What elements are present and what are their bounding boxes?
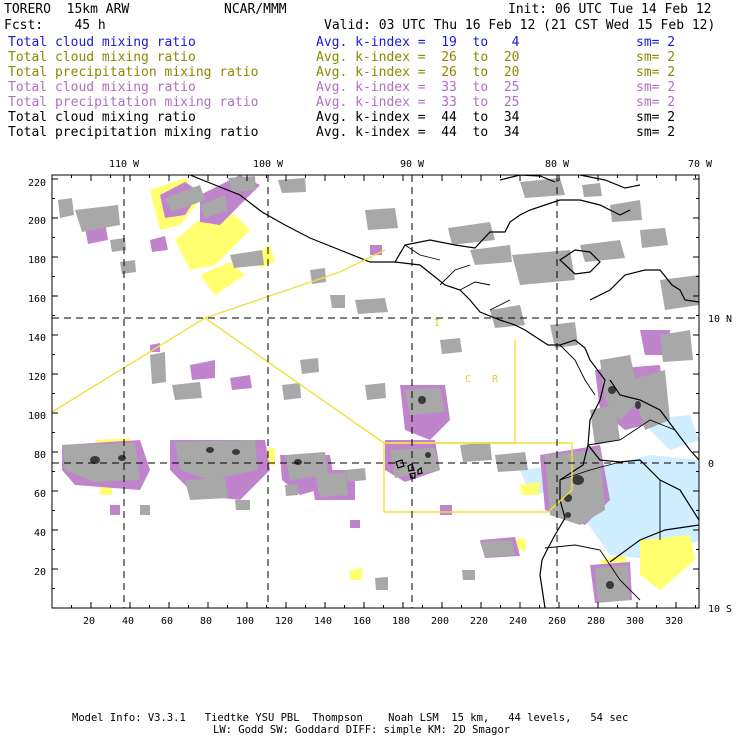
region-label-i: I	[434, 318, 440, 329]
legend-row-5-name: Total precipitation mixing ratio	[8, 95, 259, 110]
x-tick-label: 60	[161, 616, 173, 627]
lon-label: 80 W	[545, 159, 570, 170]
legend-row-7-sm: sm= 2	[636, 125, 676, 140]
x-tick-label: 260	[548, 616, 566, 627]
x-tick-label: 240	[509, 616, 527, 627]
lon-label: 90 W	[400, 159, 425, 170]
legend-row-3-name: Total precipitation mixing ratio	[8, 65, 259, 80]
footer-model-info: Model Info: V3.3.1 Tiedtke YSU PBL Thomp…	[72, 712, 629, 724]
graticule	[52, 175, 699, 608]
legend-row-2-kindex: Avg. k-index = 26 to 20	[316, 50, 520, 65]
x-tick-label: 140	[314, 616, 332, 627]
legend-row-5-kindex: Avg. k-index = 33 to 25	[316, 95, 520, 110]
x-axis-labels: 20 40 60 80 100 120 140 160 180 200 220 …	[83, 616, 683, 627]
legend-row-2-sm: sm= 2	[636, 50, 676, 65]
valid-time: Valid: 03 UTC Thu 16 Feb 12 (21 CST Wed …	[324, 18, 716, 33]
footer-physics-info: LW: Godd SW: Goddard DIFF: simple KM: 2D…	[213, 724, 511, 736]
legend-row-7-name: Total precipitation mixing ratio	[8, 125, 259, 140]
legend-row-3-kindex: Avg. k-index = 26 to 20	[316, 65, 520, 80]
y-axis-labels: 220 200 180 160 140 120 100 80 60 40 20	[28, 178, 46, 578]
legend-row-4-sm: sm= 2	[636, 80, 676, 95]
region-label-r: R	[492, 374, 499, 385]
x-tick-label: 80	[200, 616, 212, 627]
model-title: TORERO 15km ARW	[4, 2, 130, 17]
legend-row-6-kindex: Avg. k-index = 44 to 34	[316, 110, 520, 125]
y-tick-label: 40	[34, 528, 46, 539]
x-tick-label: 40	[122, 616, 134, 627]
x-tick-label: 300	[626, 616, 644, 627]
init-time: Init: 06 UTC Tue 14 Feb 12	[508, 2, 712, 17]
lat-label: 10 N	[708, 314, 732, 325]
legend-row-4-name: Total cloud mixing ratio	[8, 80, 196, 95]
forecast-hour: Fcst: 45 h	[4, 18, 106, 33]
y-tick-label: 60	[34, 489, 46, 500]
region-label-c: C	[465, 374, 471, 385]
field-layer	[52, 175, 699, 608]
x-tick-label: 200	[431, 616, 449, 627]
legend-row-1-kindex: Avg. k-index = 19 to 4	[316, 35, 520, 50]
lon-label: 110 W	[109, 159, 140, 170]
x-tick-label: 20	[83, 616, 95, 627]
legend-row-1-name: Total cloud mixing ratio	[8, 35, 196, 50]
x-tick-label: 280	[587, 616, 605, 627]
y-tick-label: 220	[28, 178, 46, 189]
x-tick-label: 320	[665, 616, 683, 627]
x-tick-label: 160	[353, 616, 371, 627]
legend-row-6-sm: sm= 2	[636, 110, 676, 125]
legend-row-1-sm: sm= 2	[636, 35, 676, 50]
region-label-group: I C R	[434, 318, 499, 385]
legend-row-3-sm: sm= 2	[636, 65, 676, 80]
coastlines	[189, 175, 699, 608]
y-tick-label: 100	[28, 411, 46, 422]
x-tick-label: 100	[236, 616, 254, 627]
legend-row-2-name: Total cloud mixing ratio	[8, 50, 196, 65]
org-label: NCAR/MMM	[224, 2, 287, 17]
lat-label: 10 S	[708, 604, 732, 615]
longitude-labels: 110 W 100 W 90 W 80 W 70 W	[109, 159, 713, 170]
y-tick-label: 120	[28, 372, 46, 383]
latitude-labels: 10 N 0 10 S	[708, 314, 732, 615]
lon-label: 70 W	[688, 159, 713, 170]
y-tick-label: 160	[28, 294, 46, 305]
x-tick-label: 120	[275, 616, 293, 627]
borders	[404, 244, 676, 601]
region-outlines	[52, 249, 573, 513]
legend-row-6-name: Total cloud mixing ratio	[8, 110, 196, 125]
tick-marks	[51, 175, 699, 609]
y-tick-label: 200	[28, 216, 46, 227]
y-tick-label: 80	[34, 450, 46, 461]
y-tick-label: 180	[28, 255, 46, 266]
lat-label: 0	[708, 459, 714, 470]
legend-row-7-kindex: Avg. k-index = 44 to 34	[316, 125, 520, 140]
lon-label: 100 W	[253, 159, 284, 170]
x-tick-label: 180	[392, 616, 410, 627]
map-frame	[51, 174, 700, 609]
legend-row-4-kindex: Avg. k-index = 33 to 25	[316, 80, 520, 95]
legend-row-5-sm: sm= 2	[636, 95, 676, 110]
y-tick-label: 140	[28, 333, 46, 344]
y-tick-label: 20	[34, 567, 46, 578]
x-tick-label: 220	[470, 616, 488, 627]
